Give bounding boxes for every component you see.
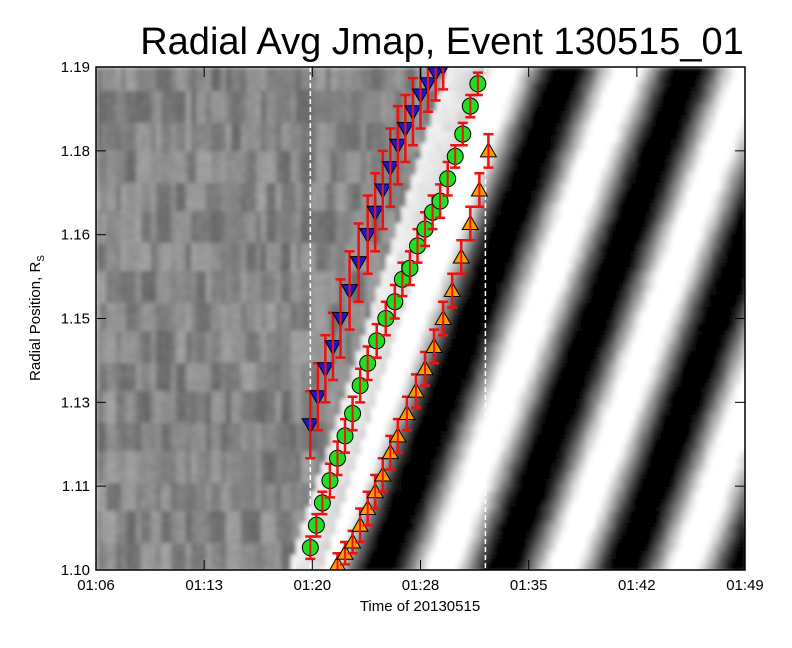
x-tick-label: 01:35 (510, 577, 548, 594)
y-tick-label: 1.16 (61, 227, 90, 244)
x-tick-label: 01:06 (77, 577, 115, 594)
y-tick-label: 1.11 (62, 478, 90, 495)
y-tick-label: 1.18 (61, 143, 90, 160)
y-tick-label: 1.15 (61, 311, 90, 328)
jmap-image (96, 67, 745, 570)
data-marks (301, 67, 498, 570)
series-triangle-down (301, 67, 449, 460)
x-tick-label: 01:13 (185, 577, 223, 594)
series-triangle-up (329, 132, 498, 570)
x-tick-label: 01:42 (618, 577, 656, 594)
series-circle (301, 71, 487, 561)
axis-ticks: 01:06 01:13 01:20 01:28 01:35 01:42 01:49 1.10 1… (61, 59, 764, 594)
y-axis-label: Radial Position, RS (27, 255, 47, 381)
x-tick-label: 01:49 (726, 577, 764, 594)
x-tick-label: 01:20 (294, 577, 332, 594)
y-tick-label: 1.13 (61, 394, 90, 411)
chart-title: Radial Avg Jmap, Event 130515_01 (140, 21, 744, 63)
x-tick-label: 01:28 (402, 577, 440, 594)
y-tick-label: 1.10 (61, 562, 90, 579)
y-tick-label: 1.19 (61, 59, 90, 76)
x-axis-label: Time of 20130515 (360, 598, 480, 615)
